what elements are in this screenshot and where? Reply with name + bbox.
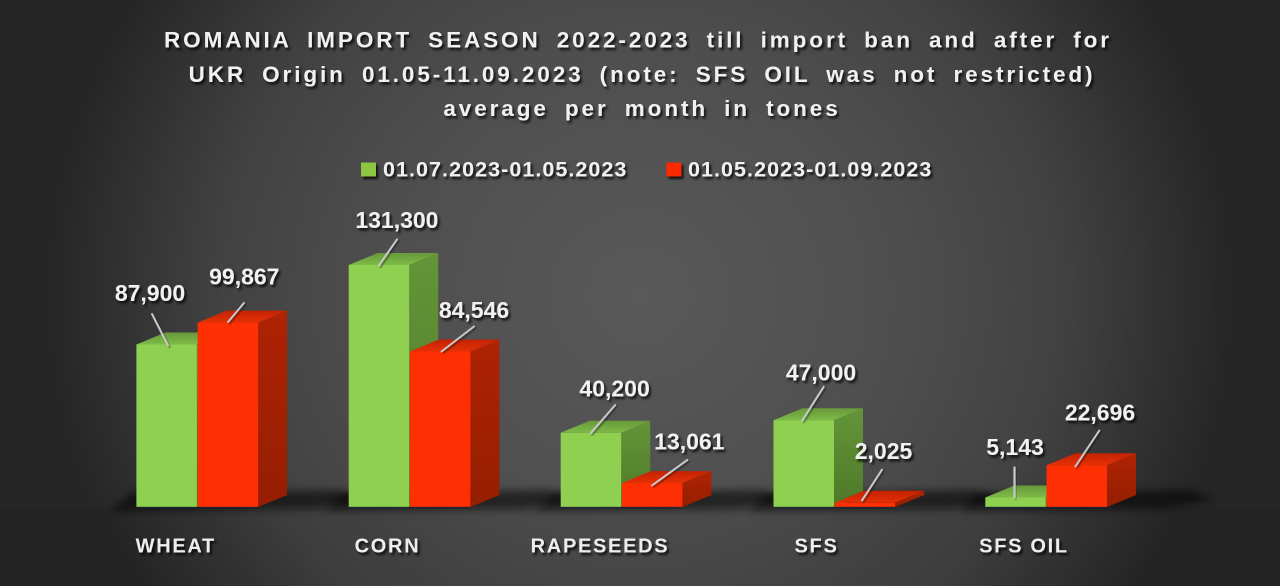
svg-text:47,000: 47,000	[786, 359, 856, 385]
svg-text:22,696: 22,696	[1065, 399, 1135, 425]
svg-text:13,061: 13,061	[654, 429, 725, 455]
svg-text:ROMANIA IMPORT SEASON 2022-202: ROMANIA IMPORT SEASON 2022-2023 till imp…	[164, 28, 1112, 53]
svg-text:5,143: 5,143	[986, 434, 1044, 460]
svg-text:UKR Origin 01.05-11.09.2023 (n: UKR Origin 01.05-11.09.2023 (note: SFS O…	[189, 62, 1096, 87]
svg-text:CORN: CORN	[355, 535, 421, 557]
svg-text:WHEAT: WHEAT	[136, 535, 216, 557]
svg-text:84,546: 84,546	[439, 297, 509, 323]
svg-text:2,025: 2,025	[855, 438, 913, 464]
svg-text:01.07.2023-01.05.2023: 01.07.2023-01.05.2023	[383, 158, 627, 182]
svg-text:131,300: 131,300	[355, 207, 438, 233]
svg-text:SFS: SFS	[795, 535, 839, 557]
svg-text:01.05.2023-01.09.2023: 01.05.2023-01.09.2023	[688, 158, 932, 182]
svg-text:99,867: 99,867	[209, 264, 279, 290]
svg-text:40,200: 40,200	[579, 376, 649, 402]
svg-text:87,900: 87,900	[115, 280, 185, 306]
svg-text:SFS OIL: SFS OIL	[979, 535, 1069, 557]
svg-text:average per month in tones: average per month in tones	[443, 96, 840, 121]
svg-text:RAPESEEDS: RAPESEEDS	[531, 535, 670, 557]
